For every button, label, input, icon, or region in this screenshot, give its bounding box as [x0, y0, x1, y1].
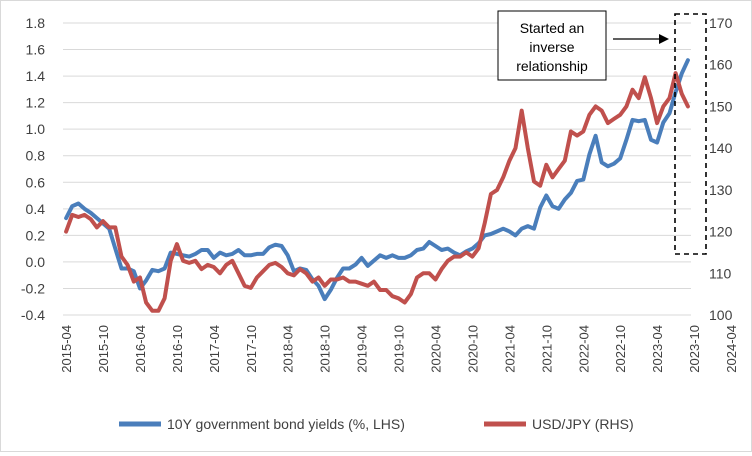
- x-tick-label: 2017-04: [207, 325, 222, 373]
- right-axis-ticks: 170 160 150 140 130 120 110 100: [709, 15, 733, 323]
- annotation-line-3: relationship: [516, 58, 588, 74]
- annotation: Started an inverse relationship: [497, 10, 707, 255]
- x-tick-label: 2020-04: [428, 325, 443, 373]
- x-tick-label: 2015-10: [96, 325, 111, 373]
- x-tick-label: 2022-04: [576, 325, 591, 373]
- x-tick-label: 2020-10: [465, 325, 480, 373]
- left-tick-label: 1.4: [26, 68, 46, 84]
- annotation-line-2: inverse: [529, 39, 574, 55]
- series-lines: [64, 58, 690, 313]
- legend-label-bond-yield: 10Y government bond yields (%, LHS): [167, 416, 405, 432]
- right-tick-label: 110: [709, 265, 732, 281]
- legend: 10Y government bond yields (%, LHS) USD/…: [119, 416, 634, 432]
- series-line-bond-yield: [64, 58, 690, 302]
- left-tick-label: 0.4: [26, 201, 46, 217]
- left-tick-label: 0.2: [26, 227, 46, 243]
- x-tick-label: 2019-04: [355, 325, 370, 373]
- x-tick-label: 2018-10: [318, 325, 333, 373]
- left-tick-label: -0.4: [21, 307, 45, 323]
- x-tick-label: 2016-10: [170, 325, 185, 373]
- left-axis-ticks: 1.8 1.6 1.4 1.2 1.0 0.8 0.6 0.4 0.2 0.0 -0.2 -0.4: [21, 15, 45, 323]
- right-tick-label: 170: [709, 15, 733, 31]
- annotation-box: [497, 10, 607, 81]
- x-tick-label: 2015-04: [59, 325, 74, 373]
- legend-label-usdjpy: USD/JPY (RHS): [532, 416, 634, 432]
- x-tick-label: 2018-04: [281, 325, 296, 373]
- x-tick-label: 2019-10: [392, 325, 407, 373]
- left-tick-label: 0.6: [26, 174, 46, 190]
- left-tick-label: 1.8: [26, 15, 46, 31]
- left-tick-label: 1.6: [26, 42, 46, 58]
- right-tick-label: 160: [709, 57, 733, 73]
- left-tick-label: 0.0: [26, 254, 46, 270]
- right-tick-label: 150: [709, 98, 733, 114]
- right-tick-label: 100: [709, 307, 733, 323]
- x-axis-ticks: 2015-04 2015-10 2016-04 2016-10 2017-04 2017-…: [59, 325, 739, 373]
- annotation-arrow-head: [659, 34, 669, 44]
- right-tick-label: 140: [709, 140, 733, 156]
- left-tick-label: 1.2: [26, 95, 46, 111]
- left-tick-label: 0.8: [26, 148, 46, 164]
- right-tick-label: 130: [709, 182, 733, 198]
- x-tick-label: 2022-10: [613, 325, 628, 373]
- x-tick-label: 2021-04: [502, 325, 517, 373]
- left-tick-label: -0.2: [21, 280, 45, 296]
- x-tick-label: 2024-04: [724, 325, 739, 373]
- left-tick-label: 1.0: [26, 121, 46, 137]
- right-tick-label: 120: [709, 224, 733, 240]
- x-tick-label: 2021-10: [539, 325, 554, 373]
- annotation-line-1: Started an: [520, 20, 585, 36]
- series-line-usdjpy: [64, 71, 690, 313]
- x-tick-label: 2016-04: [133, 325, 148, 373]
- x-tick-label: 2023-10: [687, 325, 702, 373]
- x-tick-label: 2017-10: [244, 325, 259, 373]
- x-tick-label: 2023-04: [650, 325, 665, 373]
